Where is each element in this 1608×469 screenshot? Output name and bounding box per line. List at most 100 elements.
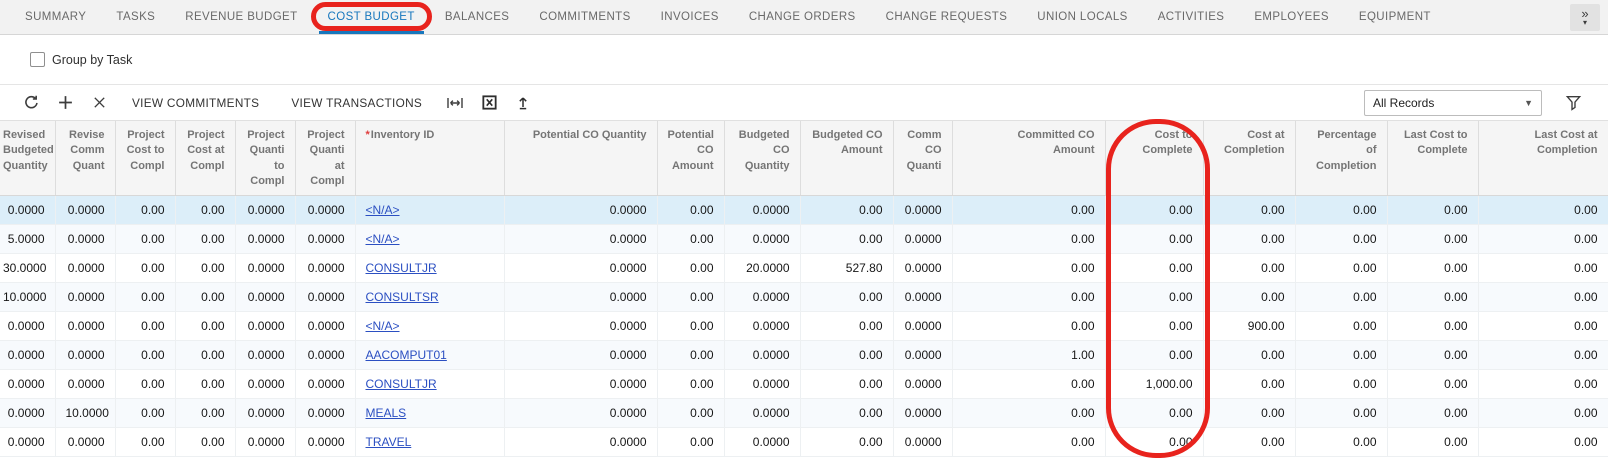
cell[interactable]: 0.00 bbox=[800, 195, 894, 225]
cell[interactable]: 0.00 bbox=[115, 340, 176, 370]
delete-row-button[interactable] bbox=[82, 89, 116, 117]
cell[interactable]: 0.00 bbox=[657, 398, 725, 428]
cell[interactable]: 0.00 bbox=[1478, 195, 1608, 225]
column-header-cost-to-complete[interactable]: Cost to Complete bbox=[1105, 121, 1204, 196]
cell[interactable]: 0.0000 bbox=[893, 369, 953, 399]
cell[interactable]: 0.0000 bbox=[724, 369, 801, 399]
cell[interactable]: 0.00 bbox=[1387, 311, 1479, 341]
cell[interactable]: 0.00 bbox=[1295, 253, 1388, 283]
cell[interactable]: 0.00 bbox=[1295, 224, 1388, 254]
column-header-project-quanti-to-compl[interactable]: Project Quanti to Compl bbox=[235, 121, 296, 196]
cell[interactable]: 0.00 bbox=[115, 427, 176, 457]
cell[interactable]: 0.00 bbox=[115, 311, 176, 341]
cell[interactable]: 0.00 bbox=[952, 398, 1106, 428]
cell-inventory-id[interactable]: AACOMPUT01 bbox=[355, 340, 505, 370]
cell[interactable]: 0.0000 bbox=[893, 224, 953, 254]
column-header-budgeted-co-quantity[interactable]: Budgeted CO Quantity bbox=[724, 121, 801, 196]
cell-inventory-id[interactable]: <N/A> bbox=[355, 311, 505, 341]
cell-inventory-id[interactable]: CONSULTJR bbox=[355, 253, 505, 283]
cell-inventory-id[interactable]: MEALS bbox=[355, 398, 505, 428]
cell[interactable]: 0.00 bbox=[800, 282, 894, 312]
cell[interactable]: 0.0000 bbox=[295, 398, 356, 428]
cell[interactable]: 0.0000 bbox=[235, 282, 296, 312]
cell[interactable]: 0.0000 bbox=[504, 195, 658, 225]
column-header-project-cost-at-compl[interactable]: Project Cost at Compl bbox=[175, 121, 236, 196]
cell[interactable]: 0.0000 bbox=[724, 427, 801, 457]
cell[interactable]: 0.0000 bbox=[235, 253, 296, 283]
tab-tasks[interactable]: TASKS bbox=[101, 0, 170, 34]
cell[interactable]: 0.00 bbox=[1387, 224, 1479, 254]
tab-revenue-budget[interactable]: REVENUE BUDGET bbox=[170, 0, 312, 34]
tab-equipment[interactable]: EQUIPMENT bbox=[1344, 0, 1446, 34]
cell[interactable]: 0.00 bbox=[175, 224, 236, 254]
tab-union-locals[interactable]: UNION LOCALS bbox=[1022, 0, 1142, 34]
cell[interactable]: 0.0000 bbox=[295, 369, 356, 399]
cell[interactable]: 1.00 bbox=[952, 340, 1106, 370]
cell[interactable]: 0.00 bbox=[1105, 340, 1204, 370]
inventory-id-link[interactable]: CONSULTSR bbox=[365, 289, 439, 304]
cell[interactable]: 0.0000 bbox=[504, 224, 658, 254]
tab-summary[interactable]: SUMMARY bbox=[10, 0, 101, 34]
cell[interactable]: 0.00 bbox=[115, 253, 176, 283]
cell[interactable]: 0.00 bbox=[1203, 398, 1296, 428]
cell[interactable]: 0.00 bbox=[175, 340, 236, 370]
cell[interactable]: 0.00 bbox=[952, 282, 1106, 312]
cell[interactable]: 0.00 bbox=[1295, 195, 1388, 225]
cell[interactable]: 0.0000 bbox=[55, 427, 116, 457]
cell[interactable]: 0.0000 bbox=[235, 427, 296, 457]
cell[interactable]: 0.0000 bbox=[504, 340, 658, 370]
export-excel-button[interactable] bbox=[472, 89, 506, 117]
cell[interactable]: 0.00 bbox=[952, 224, 1106, 254]
cell-inventory-id[interactable]: CONSULTJR bbox=[355, 369, 505, 399]
cell[interactable]: 0.0000 bbox=[295, 427, 356, 457]
view-commitments-button[interactable]: VIEW COMMITMENTS bbox=[132, 95, 260, 110]
cell[interactable]: 0.0000 bbox=[0, 311, 56, 341]
inventory-id-link[interactable]: <N/A> bbox=[365, 231, 400, 246]
cell[interactable]: 0.0000 bbox=[724, 195, 801, 225]
cell[interactable]: 0.00 bbox=[175, 369, 236, 399]
cell[interactable]: 0.00 bbox=[1478, 369, 1608, 399]
cell[interactable]: 10.0000 bbox=[0, 282, 56, 312]
add-row-button[interactable] bbox=[48, 89, 82, 117]
inventory-id-link[interactable]: <N/A> bbox=[365, 202, 400, 217]
cell[interactable]: 0.00 bbox=[952, 195, 1106, 225]
cell[interactable]: 0.00 bbox=[115, 398, 176, 428]
column-header-percentage-of-completion[interactable]: Percentage of Completion bbox=[1295, 121, 1388, 196]
cell[interactable]: 0.00 bbox=[1295, 340, 1388, 370]
cell[interactable]: 0.00 bbox=[1295, 427, 1388, 457]
cell[interactable]: 0.0000 bbox=[235, 369, 296, 399]
inventory-id-link[interactable]: CONSULTJR bbox=[365, 376, 437, 391]
cell[interactable]: 0.00 bbox=[1105, 224, 1204, 254]
fit-width-button[interactable] bbox=[438, 89, 472, 117]
cell[interactable]: 0.0000 bbox=[55, 224, 116, 254]
cell[interactable]: 0.0000 bbox=[0, 195, 56, 225]
column-header-last-cost-to-complete[interactable]: Last Cost to Complete bbox=[1387, 121, 1479, 196]
cell[interactable]: 0.0000 bbox=[724, 398, 801, 428]
cell[interactable]: 0.00 bbox=[952, 427, 1106, 457]
cell[interactable]: 0.00 bbox=[657, 224, 725, 254]
tab-overflow-button[interactable]: » ▾ bbox=[1570, 3, 1600, 31]
cell[interactable]: 0.00 bbox=[1478, 253, 1608, 283]
cell[interactable]: 0.00 bbox=[1105, 398, 1204, 428]
cell[interactable]: 0.00 bbox=[1203, 253, 1296, 283]
tab-commitments[interactable]: COMMITMENTS bbox=[524, 0, 645, 34]
cell[interactable]: 900.00 bbox=[1203, 311, 1296, 341]
cell[interactable]: 0.0000 bbox=[504, 369, 658, 399]
cell[interactable]: 0.00 bbox=[1105, 311, 1204, 341]
cell[interactable]: 527.80 bbox=[800, 253, 894, 283]
cell[interactable]: 0.0000 bbox=[893, 282, 953, 312]
cell[interactable]: 0.0000 bbox=[0, 398, 56, 428]
tab-employees[interactable]: EMPLOYEES bbox=[1239, 0, 1344, 34]
cell[interactable]: 0.0000 bbox=[0, 369, 56, 399]
cell[interactable]: 0.0000 bbox=[0, 427, 56, 457]
cell[interactable]: 0.00 bbox=[115, 224, 176, 254]
cell[interactable]: 0.0000 bbox=[55, 195, 116, 225]
cell[interactable]: 0.00 bbox=[1105, 195, 1204, 225]
cell[interactable]: 0.00 bbox=[657, 195, 725, 225]
cell[interactable]: 0.0000 bbox=[724, 224, 801, 254]
cell[interactable]: 0.00 bbox=[175, 427, 236, 457]
cell[interactable]: 0.00 bbox=[1387, 195, 1479, 225]
cell[interactable]: 0.00 bbox=[1105, 427, 1204, 457]
cell[interactable]: 0.00 bbox=[1295, 282, 1388, 312]
cell[interactable]: 0.00 bbox=[1387, 340, 1479, 370]
